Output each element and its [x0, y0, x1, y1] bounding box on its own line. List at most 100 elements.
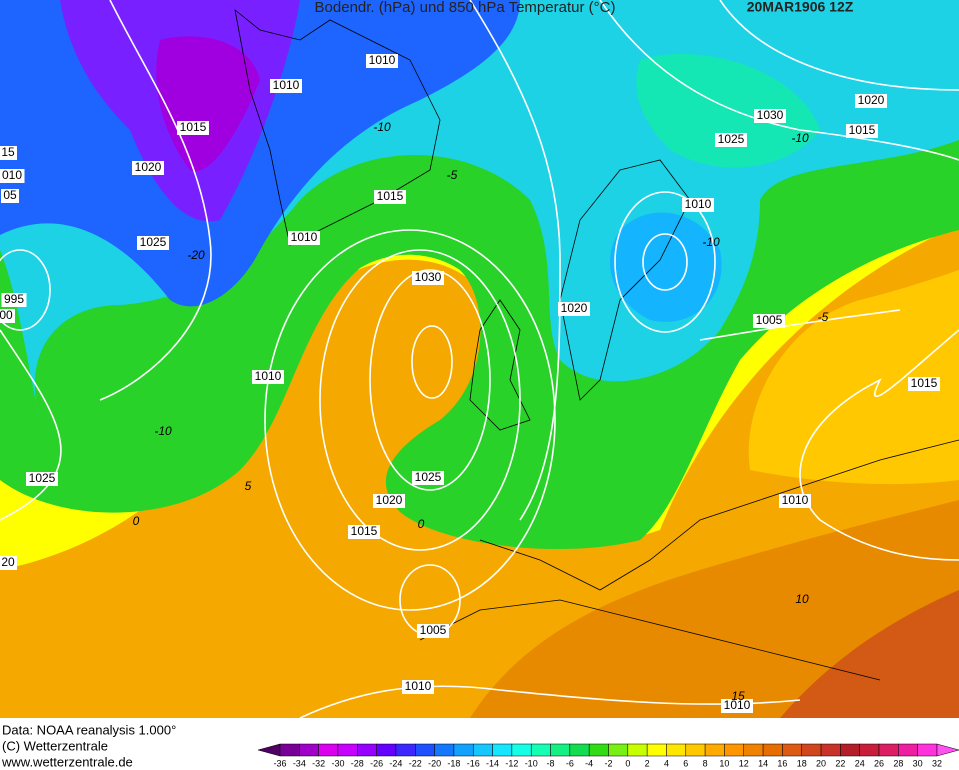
- legend-swatch: [859, 743, 880, 757]
- isobar-label-box: [1, 189, 19, 203]
- frigid-core: [156, 36, 260, 172]
- temperature-label: -10: [791, 131, 809, 145]
- isobar-label-box: [855, 94, 887, 108]
- legend-arrow-high: [936, 743, 959, 757]
- isobar-label-box: [908, 377, 940, 391]
- legend-swatch: [820, 743, 841, 757]
- legend-label: 14: [758, 758, 768, 768]
- legend-swatch: [337, 743, 358, 757]
- legend-label: 30: [913, 758, 923, 768]
- legend-label: -30: [331, 758, 344, 768]
- legend-swatch: [415, 743, 435, 757]
- legend-label: 24: [855, 758, 865, 768]
- isobar: [719, 0, 959, 91]
- legend-label: -4: [585, 758, 593, 768]
- isobar-label-box: [26, 472, 58, 486]
- isobar: [799, 329, 959, 561]
- isobar-label-box: [366, 54, 398, 68]
- temperature-label: 0: [133, 514, 140, 528]
- british-isles-coast: [469, 299, 531, 431]
- greenland-coast: [234, 9, 441, 246]
- isobar: [411, 325, 453, 399]
- isobar-label: 1020: [376, 493, 403, 507]
- isobar-label: 1015: [377, 189, 404, 203]
- isobar-label: 010: [2, 168, 22, 182]
- legend-swatch: [569, 743, 590, 757]
- legend-swatch: [511, 743, 532, 757]
- legend-swatch: [646, 743, 667, 757]
- footer-url: www.wetterzentrale.de: [1, 754, 133, 769]
- isobar-label: 1030: [415, 270, 442, 284]
- isobars: [0, 0, 959, 636]
- isobar-label-box: [0, 146, 17, 160]
- legend-label: -34: [293, 758, 306, 768]
- temperature-label: 10: [795, 592, 809, 606]
- legend-label: 2: [645, 758, 650, 768]
- temperature-label: 0: [418, 517, 425, 531]
- isobar-label-box: [417, 624, 449, 638]
- isobar-label: 1010: [369, 53, 396, 67]
- legend-swatch: [898, 743, 918, 757]
- isobar-label: 1015: [351, 524, 378, 538]
- legend-swatch: [492, 743, 513, 757]
- legend-swatch: [782, 743, 802, 757]
- legend-label: -32: [312, 758, 325, 768]
- legend-label: -18: [447, 758, 460, 768]
- legend-label: 18: [797, 758, 807, 768]
- isobar: [0, 329, 62, 521]
- footer-data: Data: NOAA reanalysis 1.000°: [2, 722, 176, 737]
- legend-label: 8: [703, 758, 708, 768]
- legend-swatch: [685, 743, 706, 757]
- isobar: [264, 229, 556, 611]
- legend-label: 16: [777, 758, 787, 768]
- legend-label: 4: [664, 758, 669, 768]
- legend-swatch: [530, 743, 551, 757]
- legend-swatch: [550, 743, 571, 757]
- legend-swatch: [318, 743, 339, 757]
- isobar-label-box: [0, 556, 17, 570]
- legend-label: 20: [816, 758, 826, 768]
- isobar-label: 1025: [29, 471, 56, 485]
- legend-label: -22: [409, 758, 422, 768]
- header: Bodendr. (hPa) und 850 hPa Temperatur (°…: [315, 0, 854, 16]
- isobar-label-box: [137, 236, 169, 250]
- footer: Data: NOAA reanalysis 1.000° (C) Wetterz…: [1, 722, 176, 769]
- isobar-label: 1010: [255, 369, 282, 383]
- legend-label: -10: [525, 758, 538, 768]
- cold-core: [610, 212, 722, 322]
- isobar-label: 1020: [858, 93, 885, 107]
- isobar-label-box: [412, 471, 444, 485]
- isobar: [469, 0, 561, 521]
- isobar-label-box: [402, 680, 434, 694]
- hot-field: [780, 590, 959, 718]
- isobar-label: 1010: [405, 679, 432, 693]
- legend-label: -6: [566, 758, 574, 768]
- isobar: [642, 233, 688, 291]
- isobar: [369, 269, 491, 491]
- legend-label: -2: [604, 758, 612, 768]
- legend-label: -36: [273, 758, 286, 768]
- scandinavia-coast: [559, 159, 691, 401]
- legend-label: -12: [505, 758, 518, 768]
- legend-swatch: [743, 743, 764, 757]
- legend-label: 12: [739, 758, 749, 768]
- isobar-label: 05: [3, 188, 17, 202]
- legend-swatch: [917, 743, 938, 757]
- legend-label: 22: [835, 758, 845, 768]
- isobar: [319, 249, 521, 551]
- isobar-label-box: [779, 494, 811, 508]
- color-legend: -36 -34 -32 -30 -28 -26 -24 -22 -20 -18 -16 -14 -12-…: [257, 743, 959, 768]
- europe-coast: [479, 439, 959, 591]
- legend-swatch: [666, 743, 687, 757]
- isobar: [0, 249, 51, 331]
- legend-swatch: [434, 743, 455, 757]
- africa-coast: [419, 599, 881, 681]
- legend-swatch: [724, 743, 745, 757]
- isobar-label: 1005: [756, 313, 783, 327]
- temperature-label: 15: [731, 689, 745, 703]
- isobar-label-box: [373, 494, 405, 508]
- isobar-label-box: [754, 109, 786, 123]
- isobar-label: 15: [1, 145, 15, 159]
- isobar-label-box: [252, 370, 284, 384]
- isobar: [614, 191, 716, 333]
